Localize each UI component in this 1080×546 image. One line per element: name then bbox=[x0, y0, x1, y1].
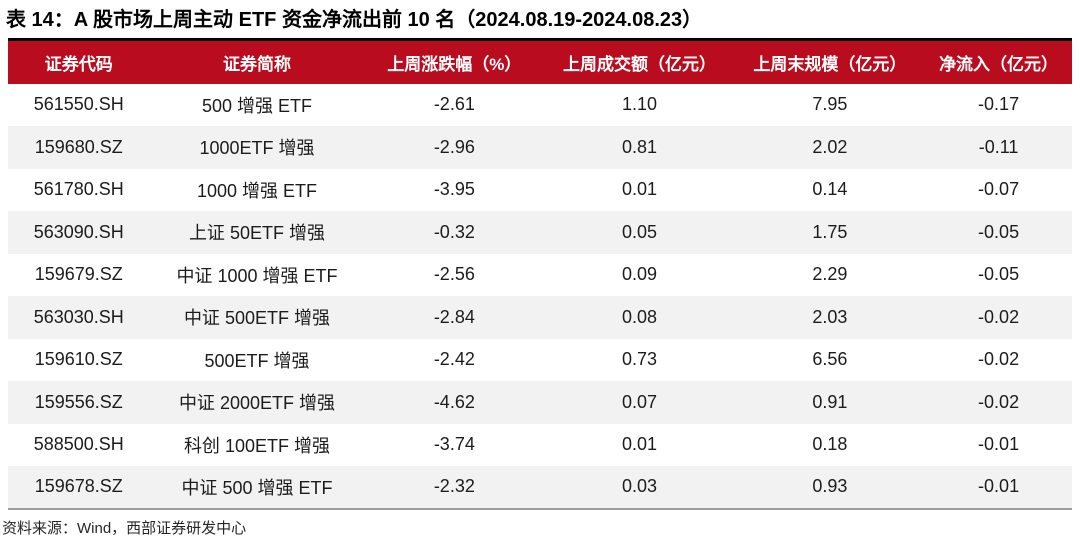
table-row: 159680.SZ 1000ETF 增强 -2.96 0.81 2.02 -0.… bbox=[8, 126, 1072, 169]
cell-turnover: 0.01 bbox=[621, 434, 657, 455]
cell-change: -2.42 bbox=[433, 349, 475, 370]
cell-turnover: 0.07 bbox=[621, 391, 657, 412]
cell-change: -2.32 bbox=[433, 476, 475, 497]
table-row: 588500.SH 科创 100ETF 增强 -3.74 0.01 0.18 -… bbox=[8, 423, 1072, 466]
cell-netflow: -0.01 bbox=[978, 476, 1020, 497]
cell-aum: 2.03 bbox=[812, 306, 848, 327]
cell-code: 563090.SH bbox=[33, 221, 124, 242]
cell-aum: 0.18 bbox=[812, 434, 848, 455]
cell-name: 上证 50ETF 增强 bbox=[188, 223, 325, 244]
cell-name: 中证 1000 增强 ETF bbox=[176, 265, 338, 286]
cell-netflow: -0.05 bbox=[978, 221, 1020, 242]
cell-name: 1000 增强 ETF bbox=[196, 180, 317, 201]
cell-netflow: -0.02 bbox=[978, 349, 1020, 370]
page-title: 表 14：A 股市场上周主动 ETF 资金净流出前 10 名（2024.08.1… bbox=[6, 9, 703, 31]
cell-code: 563030.SH bbox=[33, 306, 124, 327]
cell-change: -2.61 bbox=[433, 94, 475, 115]
header-cell-code: 证券代码 bbox=[8, 39, 150, 84]
cell-netflow: -0.01 bbox=[978, 434, 1020, 455]
cell-turnover: 0.01 bbox=[621, 179, 657, 200]
cell-change: -2.96 bbox=[433, 136, 475, 157]
cell-aum: 0.91 bbox=[812, 391, 848, 412]
cell-netflow: -0.05 bbox=[978, 264, 1020, 285]
cell-change: -0.32 bbox=[433, 221, 475, 242]
cell-name: 中证 500ETF 增强 bbox=[183, 308, 330, 329]
cell-netflow: -0.11 bbox=[978, 136, 1019, 157]
cell-name: 500ETF 增强 bbox=[204, 350, 310, 371]
cell-code: 159680.SZ bbox=[34, 136, 123, 157]
cell-turnover: 0.08 bbox=[621, 306, 657, 327]
cell-aum: 0.93 bbox=[812, 476, 848, 497]
table-row: 561780.SH 1000 增强 ETF -3.95 0.01 0.14 -0… bbox=[8, 168, 1072, 211]
cell-code: 159679.SZ bbox=[34, 264, 123, 285]
header-cell-name: 证券简称 bbox=[149, 39, 365, 84]
cell-turnover: 1.10 bbox=[621, 94, 657, 115]
cell-turnover: 0.09 bbox=[621, 264, 657, 285]
cell-netflow: -0.17 bbox=[978, 94, 1020, 115]
cell-change: -2.56 bbox=[433, 264, 475, 285]
cell-turnover: 0.05 bbox=[621, 221, 657, 242]
cell-name: 中证 500 增强 ETF bbox=[181, 477, 333, 498]
cell-code: 159556.SZ bbox=[34, 391, 123, 412]
table-row: 159679.SZ 中证 1000 增强 ETF -2.56 0.09 2.29… bbox=[8, 253, 1072, 296]
table-row: 159678.SZ 中证 500 增强 ETF -2.32 0.03 0.93 … bbox=[8, 466, 1072, 509]
cell-aum: 2.29 bbox=[812, 264, 848, 285]
table-row: 561550.SH 500 增强 ETF -2.61 1.10 7.95 -0.… bbox=[8, 83, 1072, 126]
cell-code: 159610.SZ bbox=[34, 349, 123, 370]
table-row: 159610.SZ 500ETF 增强 -2.42 0.73 6.56 -0.0… bbox=[8, 338, 1072, 381]
cell-code: 159678.SZ bbox=[34, 476, 123, 497]
table-row: 563030.SH 中证 500ETF 增强 -2.84 0.08 2.03 -… bbox=[8, 296, 1072, 339]
cell-aum: 0.14 bbox=[812, 179, 848, 200]
cell-code: 561550.SH bbox=[33, 94, 124, 115]
cell-change: -3.95 bbox=[433, 179, 475, 200]
header-cell-netflow: 净流入（亿元） bbox=[925, 39, 1072, 84]
cell-code: 588500.SH bbox=[33, 434, 124, 455]
cell-turnover: 0.03 bbox=[621, 476, 657, 497]
cell-aum: 7.95 bbox=[812, 94, 848, 115]
cell-name: 500 增强 ETF bbox=[201, 95, 312, 116]
cell-change: -4.62 bbox=[433, 391, 475, 412]
cell-aum: 1.75 bbox=[812, 221, 848, 242]
cell-name: 科创 100ETF 增强 bbox=[183, 435, 330, 456]
table-row: 159556.SZ 中证 2000ETF 增强 -4.62 0.07 0.91 … bbox=[8, 381, 1072, 424]
header-cell-aum: 上周末规模（亿元） bbox=[734, 39, 926, 84]
cell-aum: 2.02 bbox=[812, 136, 848, 157]
cell-netflow: -0.02 bbox=[978, 391, 1020, 412]
cell-name: 中证 2000ETF 增强 bbox=[178, 393, 335, 414]
table-container: 证券代码 证券简称 上周涨跌幅（%） 上周成交额（亿元） 上周末规模（亿元） 净… bbox=[8, 38, 1072, 510]
cell-code: 561780.SH bbox=[33, 179, 124, 200]
cell-turnover: 0.81 bbox=[621, 136, 657, 157]
cell-change: -3.74 bbox=[433, 434, 475, 455]
cell-aum: 6.56 bbox=[812, 349, 848, 370]
cell-turnover: 0.73 bbox=[621, 349, 657, 370]
table-row: 563090.SH 上证 50ETF 增强 -0.32 0.05 1.75 -0… bbox=[8, 211, 1072, 254]
header-cell-change: 上周涨跌幅（%） bbox=[364, 39, 545, 84]
cell-change: -2.84 bbox=[433, 306, 475, 327]
cell-netflow: -0.02 bbox=[978, 306, 1020, 327]
data-source-note: 资料来源：Wind，西部证券研发中心 bbox=[2, 520, 247, 537]
cell-netflow: -0.07 bbox=[978, 179, 1020, 200]
table-header-row: 证券代码 证券简称 上周涨跌幅（%） 上周成交额（亿元） 上周末规模（亿元） 净… bbox=[8, 39, 1072, 84]
header-cell-turnover: 上周成交额（亿元） bbox=[544, 39, 735, 84]
etf-outflow-table: 证券代码 证券简称 上周涨跌幅（%） 上周成交额（亿元） 上周末规模（亿元） 净… bbox=[8, 38, 1072, 510]
cell-name: 1000ETF 增强 bbox=[199, 138, 315, 159]
